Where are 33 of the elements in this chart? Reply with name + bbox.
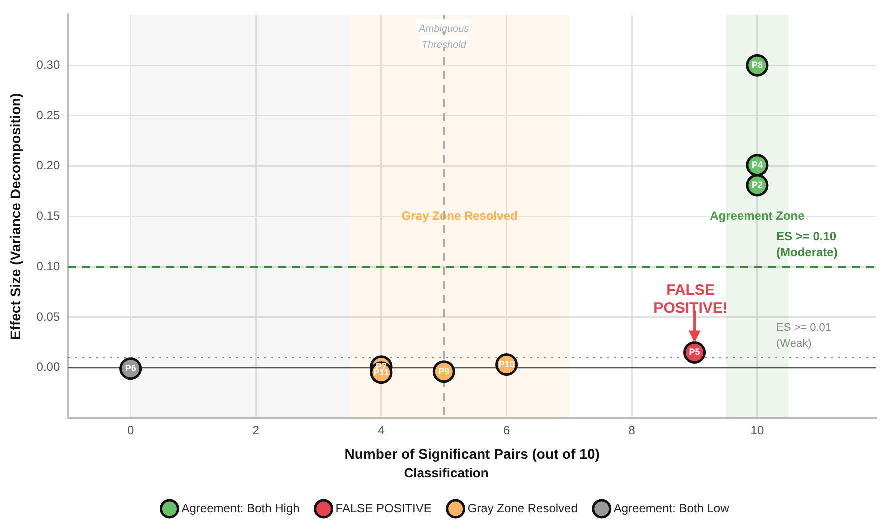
y-tick-label: 0.00 [36,360,60,374]
y-tick-label: 0.30 [36,58,60,72]
x-tick-label: 8 [628,424,636,438]
band-label: Agreement Zone [710,209,806,224]
x-tick-label: 6 [503,424,510,438]
legend-label: FALSE POSITIVE [336,501,432,516]
y-tick-label: 0.05 [36,310,60,324]
x-tick-label: 0 [127,424,134,438]
ref-line-label: Ambiguous Threshold [418,24,470,51]
x-tick-label: 4 [378,424,386,438]
y-tick-label: 0.15 [36,209,60,224]
legend-label: Gray Zone Resolved [468,501,578,516]
y-tick-label: 0.20 [36,158,60,173]
x-axis-title: Number of Significant Pairs (out of 10) [344,446,600,462]
ref-line-label: ES >= 0.10 (Moderate) [776,229,838,260]
legend-title: Classification [404,465,489,480]
x-tick-label: 10 [750,424,764,438]
y-axis-title: Effect Size (Variance Decomposition) [7,93,24,340]
data-label: P9 [438,366,450,376]
x-tick-label: 2 [252,424,260,438]
data-label: P2 [752,180,763,190]
data-label: P5 [689,347,700,358]
annotation: FALSE POSITIVE! [654,282,728,317]
y-tick-label: 0.25 [36,108,60,122]
y-tick-label: 0.10 [36,259,60,274]
data-label: P8 [752,60,763,70]
data-label: P6 [125,363,136,374]
ref-line-label: ES >= 0.01 (Weak) [776,322,832,350]
data-label: P4 [752,160,763,170]
band-label: Gray Zone Resolved [402,209,518,224]
data-label: P10 [498,359,515,370]
legend-label: Agreement: Both High [182,501,300,516]
legend-label: Agreement: Both Low [614,501,730,516]
